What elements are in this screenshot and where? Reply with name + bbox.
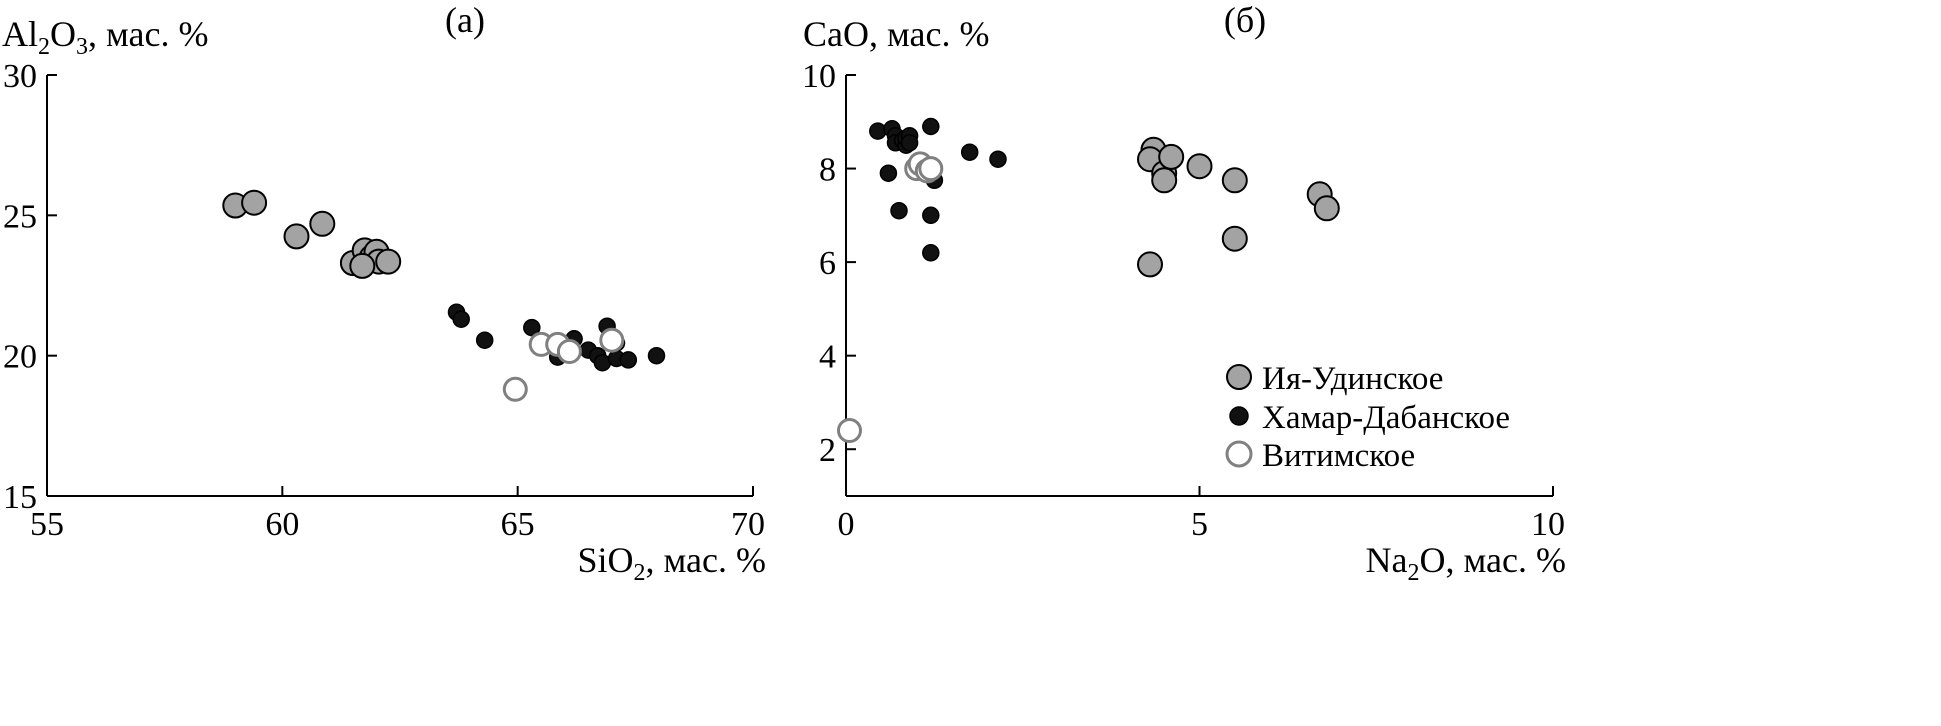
panel-a-y-ticks: 15 20 25 30 bbox=[3, 58, 57, 516]
point-vitimskoe-3 bbox=[556, 339, 582, 364]
panel-a-y-tick-label-30: 30 bbox=[3, 58, 37, 95]
panel-b-x-ticks: 0 5 10 bbox=[838, 486, 1565, 543]
point-khamar-dabanskoe-8 bbox=[922, 117, 940, 136]
point-khamar-dabanskoe-10 bbox=[960, 143, 979, 161]
panel-b-x-tick-label-5: 5 bbox=[1191, 506, 1208, 543]
point-khamar-dabanskoe-3 bbox=[523, 318, 541, 337]
point-vitimskoe-0 bbox=[837, 418, 862, 443]
panel-b-y-tick-label-10: 10 bbox=[802, 58, 836, 95]
point-iya-udinskoe-10 bbox=[1137, 251, 1163, 278]
point-iya-udinskoe-7 bbox=[1221, 225, 1248, 252]
panel-b-y-tick-label-6: 6 bbox=[819, 245, 836, 282]
panel-a-y-tick-label-25: 25 bbox=[3, 198, 37, 235]
panel-b-label: (б) bbox=[1224, 0, 1266, 40]
point-khamar-dabanskoe-0 bbox=[869, 122, 887, 140]
panel-b-ylabel-rest: , мас. % bbox=[869, 14, 989, 54]
legend-label-vitimskoe: Витимское bbox=[1262, 438, 1415, 474]
point-vitimskoe-4 bbox=[599, 327, 625, 353]
panel-b-xlabel-sub: 2 bbox=[1408, 560, 1420, 586]
panel-b-xlabel-rest: O, мас. % bbox=[1420, 540, 1566, 580]
panel-a-ylabel-sub2: 3 bbox=[76, 34, 88, 60]
point-vitimskoe-0 bbox=[502, 376, 528, 402]
legend-label-iya-udinskoe: Ия-Удинское bbox=[1262, 361, 1443, 397]
legend-marker-iya-udinskoe bbox=[1226, 364, 1252, 390]
panel-a-x-tick-label-65: 65 bbox=[501, 506, 535, 543]
point-iya-udinskoe-4 bbox=[1158, 143, 1185, 170]
point-vitimskoe-4 bbox=[918, 156, 944, 182]
panel-a-xlabel-rest: , мас. % bbox=[646, 540, 766, 580]
panel-b-y-ticks: 2 4 6 8 10 bbox=[802, 58, 856, 469]
point-khamar-dabanskoe-16 bbox=[922, 244, 940, 262]
panel-a-xlabel-main: SiO bbox=[577, 540, 633, 580]
panel-a-y-tick-label-15: 15 bbox=[3, 479, 37, 516]
panel-b-y-axis-title: CaO, мас. % bbox=[803, 14, 989, 54]
panel-a-x-tick-label-70: 70 bbox=[731, 506, 765, 543]
panel-a-ylabel-mid: O bbox=[50, 14, 76, 54]
panel-b-xlabel-main: Na bbox=[1366, 540, 1408, 580]
panel-a-x-ticks: 55 60 65 70 bbox=[30, 486, 765, 543]
point-iya-udinskoe-9 bbox=[1313, 195, 1340, 222]
legend-label-khamar-dabanskoe: Хамар-Дабанское bbox=[1262, 400, 1510, 436]
point-khamar-dabanskoe-9 bbox=[900, 134, 919, 152]
point-khamar-dabanskoe-2 bbox=[475, 331, 494, 349]
legend: Ия-Удинское Хамар-Дабанское Витимское bbox=[1225, 361, 1510, 474]
point-iya-udinskoe-9 bbox=[349, 252, 376, 279]
point-khamar-dabanskoe-12 bbox=[619, 351, 638, 369]
point-iya-udinskoe-10 bbox=[375, 248, 402, 275]
panel-b-points bbox=[837, 117, 1340, 443]
point-khamar-dabanskoe-13 bbox=[647, 346, 666, 365]
panel-b-y-tick-label-4: 4 bbox=[819, 339, 836, 376]
panel-b-x-tick-label-10: 10 bbox=[1531, 506, 1565, 543]
panel-a-points bbox=[222, 189, 666, 402]
panel-a-y-tick-label-20: 20 bbox=[3, 339, 37, 376]
point-iya-udinskoe-6 bbox=[1221, 167, 1248, 194]
panel-a-x-axis-title: SiO2, мас. % bbox=[577, 540, 766, 586]
panel-a: (а) Al2O3, мас. % 15 20 25 30 55 60 65 7… bbox=[2, 0, 766, 586]
panel-b-x-tick-label-0: 0 bbox=[838, 506, 855, 543]
panel-b-x-axis-title: Na2O, мас. % bbox=[1366, 540, 1566, 586]
panel-a-ylabel-main: Al bbox=[2, 14, 38, 54]
point-iya-udinskoe-5 bbox=[1186, 153, 1213, 180]
panel-a-ylabel-rest: , мас. % bbox=[88, 14, 208, 54]
panel-b-y-tick-label-8: 8 bbox=[819, 152, 836, 189]
legend-marker-vitimskoe bbox=[1225, 440, 1253, 468]
panel-a-y-axis-title: Al2O3, мас. % bbox=[2, 14, 208, 60]
legend-marker-khamar-dabanskoe bbox=[1229, 406, 1249, 426]
panel-a-x-tick-label-60: 60 bbox=[265, 506, 299, 543]
point-khamar-dabanskoe-12 bbox=[879, 164, 898, 182]
point-khamar-dabanskoe-14 bbox=[890, 201, 908, 220]
panel-a-x-tick-label-55: 55 bbox=[30, 506, 64, 543]
point-iya-udinskoe-3 bbox=[1151, 167, 1178, 194]
point-iya-udinskoe-1 bbox=[241, 189, 268, 216]
point-khamar-dabanskoe-1 bbox=[452, 310, 470, 328]
panel-b-y-tick-label-2: 2 bbox=[819, 432, 836, 469]
panel-a-xlabel-sub: 2 bbox=[634, 560, 646, 586]
point-iya-udinskoe-3 bbox=[309, 210, 336, 237]
point-khamar-dabanskoe-11 bbox=[989, 150, 1007, 168]
panel-b: (б) CaO, мас. % 2 4 6 8 10 0 5 10 bbox=[802, 0, 1566, 586]
point-iya-udinskoe-2 bbox=[283, 223, 310, 250]
panel-b-ylabel-main: CaO bbox=[803, 14, 869, 54]
panel-a-ylabel-sub1: 2 bbox=[38, 34, 50, 60]
panel-a-label: (а) bbox=[445, 0, 485, 40]
point-khamar-dabanskoe-15 bbox=[922, 206, 940, 225]
